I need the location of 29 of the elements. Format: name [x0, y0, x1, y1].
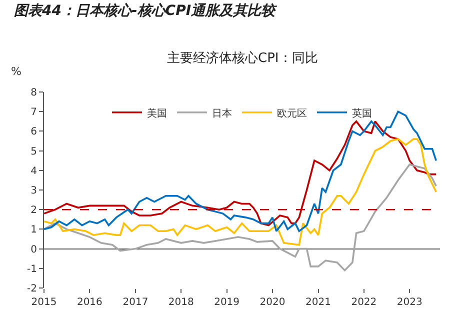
y-tick-label: 4 [30, 166, 37, 177]
x-tick-label: 2015 [31, 297, 57, 308]
legend-label: 英国 [352, 107, 372, 120]
y-tick-label: 0 [30, 244, 37, 256]
chart-title: 图表44：日本核心-核心CPI通胀及其比较 [14, 2, 278, 19]
y-tick-label: -2 [27, 284, 37, 294]
y-tick-label: -1 [27, 264, 37, 275]
x-tick-label: 2022 [351, 297, 377, 308]
x-tick-label: 2020 [260, 297, 286, 308]
y-tick-label: 7 [30, 107, 37, 118]
y-axis-title: % [11, 65, 22, 78]
x-tick-label: 2019 [214, 297, 240, 308]
y-tick-label: 1 [30, 224, 37, 236]
legend-label: 美国 [147, 107, 167, 120]
y-tick-label: 6 [30, 126, 37, 138]
line-series [44, 164, 438, 272]
y-tick-label: 3 [30, 186, 37, 196]
x-tick-label: 2021 [306, 297, 331, 308]
y-tick-label: 2 [30, 205, 37, 216]
x-tick-label: 2018 [168, 297, 194, 308]
legend-label: 欧元区 [277, 108, 307, 120]
x-tick-label: 2017 [122, 297, 148, 308]
chart-subtitle: 主要经济体核心CPI：同比 [167, 50, 318, 66]
legend-label: 日本 [212, 107, 232, 120]
x-tick-label: 2023 [396, 297, 422, 308]
y-tick-label: 5 [30, 146, 37, 158]
line-series [44, 138, 438, 246]
y-tick-label: 8 [30, 88, 37, 98]
x-tick-label: 2016 [76, 297, 102, 308]
